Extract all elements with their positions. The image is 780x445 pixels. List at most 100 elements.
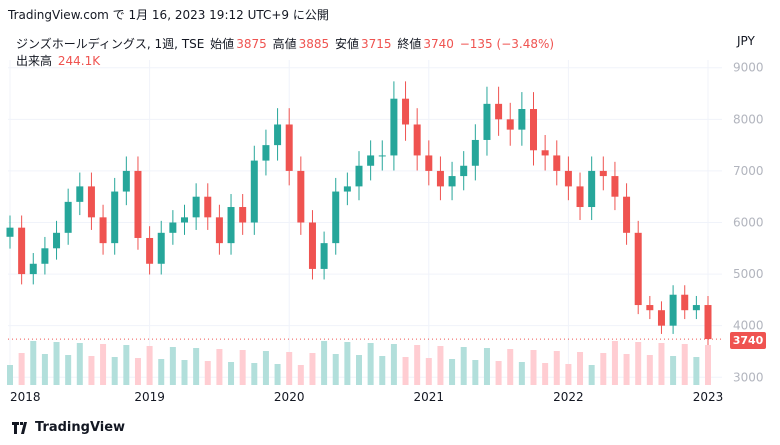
volume-bar (297, 365, 304, 385)
candle-body (506, 119, 514, 130)
volume-bar (251, 363, 258, 385)
candle-body (367, 155, 375, 166)
candle-body (76, 186, 84, 202)
candle-body (541, 150, 549, 156)
candle-body (657, 310, 665, 326)
y-tick-label: 6000 (733, 216, 764, 230)
y-tick-label: 4000 (733, 319, 764, 333)
volume-bar (65, 355, 72, 385)
volume-bar (53, 342, 60, 385)
candle-body (483, 103, 491, 140)
volume-bar (611, 341, 618, 385)
close-label: 終値 (397, 37, 422, 51)
volume-bar (146, 346, 153, 385)
volume-bar (425, 358, 432, 385)
volume-bar (204, 361, 211, 385)
candle-body (146, 237, 154, 264)
volume-bar (7, 365, 13, 385)
volume-label: 出来高 (16, 54, 53, 68)
candle-body (215, 217, 223, 244)
volume-bar (239, 350, 246, 385)
volume-bar (658, 343, 665, 385)
x-tick-label: 2019 (134, 390, 165, 404)
volume-bar (705, 345, 711, 385)
candle-body (192, 196, 200, 218)
close-value: 3740 (423, 37, 454, 51)
volume-bar (460, 347, 467, 385)
candle-body (576, 186, 584, 208)
footer-brand[interactable]: TradingView (12, 420, 125, 435)
volume-bar (449, 359, 456, 385)
volume-bar (379, 356, 386, 385)
volume-bar (228, 362, 235, 385)
volume-bar (670, 356, 677, 385)
volume-bar (600, 353, 607, 385)
candle-body (390, 98, 398, 156)
publish-info: TradingView.com で 1月 16, 2023 19:12 UTC+… (8, 8, 329, 22)
low-value: 3715 (360, 37, 392, 51)
volume-bar (635, 342, 642, 385)
volume-bar (88, 356, 95, 385)
volume-bar (402, 357, 409, 385)
volume-bar (356, 355, 362, 385)
candle-body (436, 170, 444, 187)
candle-body (669, 294, 677, 326)
candle-body (18, 227, 26, 275)
volume-bar (507, 349, 514, 385)
y-tick-label: 3000 (733, 370, 764, 384)
volume-bar (30, 341, 37, 385)
candle-body (646, 305, 654, 311)
volume-bar (367, 343, 374, 385)
x-tick-label: 2018 (10, 390, 41, 404)
candle-body (681, 294, 689, 311)
candle-body (332, 191, 340, 244)
symbol-name: ジンズホールディングス, 1週, TSE (16, 37, 205, 51)
volume-bar (309, 353, 316, 385)
candle-body (204, 196, 212, 218)
candle-body (343, 186, 351, 192)
volume-bar (41, 354, 48, 385)
volume-bar (530, 350, 537, 385)
candle-body (308, 222, 316, 269)
volume-bar (123, 345, 130, 385)
volume-value: 244.1K (57, 54, 101, 68)
y-tick-label: 8000 (733, 112, 764, 126)
volume-bar (565, 364, 572, 385)
volume-bar (483, 348, 490, 385)
low-label: 安値 (334, 37, 359, 51)
volume-bar (344, 342, 351, 385)
candle-body (99, 217, 107, 244)
candle-body (518, 109, 526, 130)
volume-bar (553, 351, 560, 385)
volume-bar (111, 357, 118, 385)
candle-body (460, 165, 468, 177)
candle-body (53, 232, 61, 249)
candle-body (530, 109, 537, 151)
volume-bar (646, 355, 653, 385)
candle-body (378, 155, 386, 157)
volume-bar (542, 363, 549, 385)
candle-body (355, 165, 363, 187)
candle-body (588, 170, 596, 208)
volume-bar (414, 345, 421, 385)
candle-body (134, 170, 142, 238)
change-value: −135 (−3.48%) (459, 37, 555, 51)
candle-body (41, 248, 49, 264)
volume-bar (169, 347, 176, 385)
volume-bar (158, 359, 165, 385)
volume-bar (321, 341, 328, 385)
open-value: 3875 (236, 37, 267, 51)
candle-body (274, 124, 282, 146)
candle-body (692, 305, 700, 311)
candle-body (239, 207, 247, 223)
candle-body (448, 176, 456, 187)
volume-bar (577, 352, 584, 385)
volume-bar (181, 360, 188, 385)
volume-bar (134, 358, 141, 385)
volume-bar (18, 353, 25, 385)
y-tick-label: 5000 (733, 267, 764, 281)
x-tick-label: 2020 (274, 390, 305, 404)
volume-bar (623, 354, 630, 385)
x-tick-label: 2022 (553, 390, 584, 404)
